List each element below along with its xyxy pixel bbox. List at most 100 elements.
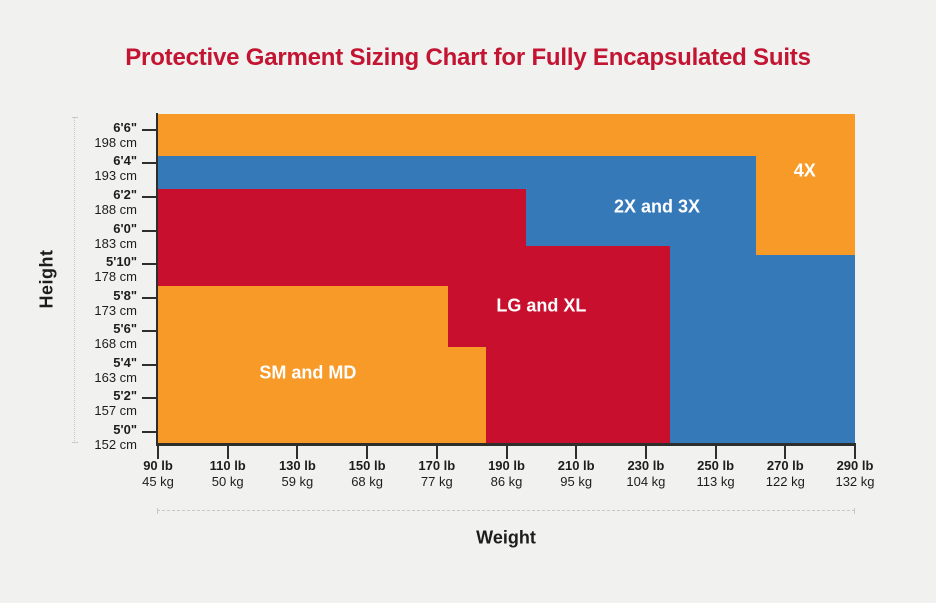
x-tick-kg: 104 kg (626, 474, 666, 489)
x-tick-label: 270 lb 122 kg (747, 458, 823, 490)
y-tick-label: 6'2" 188 cm (52, 187, 137, 217)
region-label-sm-md: SM and MD (259, 362, 357, 383)
x-tick-lb: 210 lb (557, 458, 595, 473)
x-tick-label: 290 lb 132 kg (817, 458, 893, 490)
plot-area: 4X 2X and 3X LG and XL SM and MD 6'6" 198 cm… (94, 113, 875, 489)
x-tick-mark (575, 446, 578, 459)
y-tick-mark (142, 397, 156, 400)
region-lg-xl (526, 246, 671, 444)
x-tick-label: 190 lb 86 kg (469, 458, 545, 490)
y-tick-mark (142, 229, 156, 232)
y-tick-feet-inches: 5'0" (113, 421, 137, 437)
y-tick-cm: 198 cm (94, 134, 137, 150)
y-tick-cm: 183 cm (94, 235, 137, 251)
x-tick-kg: 45 kg (142, 474, 174, 489)
x-tick-kg: 113 kg (696, 474, 735, 489)
x-tick-kg: 68 kg (351, 474, 383, 489)
region-sm-md (158, 346, 487, 444)
y-tick-feet-inches: 6'6" (113, 119, 137, 135)
region-4x (756, 155, 855, 255)
y-tick-feet-inches: 6'4" (113, 153, 137, 169)
x-axis-title: Weight (476, 527, 536, 548)
y-tick-cm: 188 cm (94, 201, 137, 217)
y-tick-feet-inches: 6'2" (113, 186, 137, 202)
y-tick-feet-inches: 5'6" (113, 321, 137, 337)
x-tick-mark (714, 446, 717, 459)
y-tick-feet-inches: 5'4" (113, 354, 137, 370)
y-tick-cm: 163 cm (94, 369, 137, 385)
x-tick-label: 90 lb 45 kg (120, 458, 196, 490)
region-label-4x: 4X (793, 160, 816, 181)
x-tick-kg: 132 kg (835, 474, 875, 489)
y-tick-mark (142, 430, 156, 433)
y-tick-feet-inches: 6'0" (113, 220, 137, 236)
y-tick-label: 6'0" 183 cm (52, 221, 137, 251)
y-tick-mark (142, 296, 156, 299)
x-tick-kg: 50 kg (211, 474, 244, 489)
y-tick-mark (142, 263, 156, 266)
x-axis-line (156, 443, 856, 446)
x-tick-mark (226, 446, 229, 459)
x-tick-mark (644, 446, 647, 459)
x-tick-lb: 250 lb (697, 458, 735, 473)
x-tick-kg: 95 kg (560, 474, 593, 489)
x-tick-kg: 86 kg (490, 474, 523, 489)
x-tick-lb: 190 lb (488, 458, 525, 473)
height-extent-guide-line (72, 117, 78, 443)
y-tick-feet-inches: 5'8" (113, 287, 137, 303)
x-tick-lb: 90 lb (143, 458, 173, 473)
y-tick-label: 6'4" 193 cm (52, 153, 137, 183)
x-tick-mark (157, 446, 159, 459)
y-tick-mark (142, 330, 156, 333)
x-tick-label: 250 lb 113 kg (678, 458, 754, 490)
x-tick-kg: 122 kg (765, 474, 805, 489)
y-tick-label: 6'6" 198 cm (52, 120, 137, 150)
page-title: Protective Garment Sizing Chart for Full… (125, 44, 811, 71)
x-tick-lb: 130 lb (278, 458, 316, 473)
x-tick-lb: 230 lb (627, 458, 665, 473)
region-label-lg-xl: LG and XL (496, 295, 587, 316)
y-tick-cm: 178 cm (94, 269, 137, 285)
x-tick-mark (435, 446, 438, 459)
region-label-2x-3x: 2X and 3X (614, 196, 701, 217)
y-tick-cm: 157 cm (94, 403, 137, 419)
y-tick-mark (142, 162, 156, 165)
y-tick-mark (142, 128, 156, 131)
x-tick-label: 150 lb 68 kg (329, 458, 405, 490)
y-tick-label: 5'2" 157 cm (52, 388, 137, 418)
x-tick-lb: 270 lb (766, 458, 804, 473)
y-axis-line (156, 113, 158, 446)
x-tick-label: 130 lb 59 kg (259, 458, 335, 490)
x-tick-kg: 77 kg (420, 474, 453, 489)
x-tick-lb: 150 lb (348, 458, 386, 473)
x-tick-kg: 59 kg (281, 474, 314, 489)
x-tick-lb: 290 lb (836, 458, 874, 473)
weight-extent-guide-line (157, 508, 855, 514)
x-tick-lb: 110 lb (209, 458, 246, 473)
x-tick-mark (505, 446, 508, 459)
y-tick-feet-inches: 5'10" (106, 254, 137, 270)
y-tick-cm: 193 cm (94, 168, 137, 184)
x-tick-label: 110 lb 50 kg (190, 458, 266, 490)
y-tick-label: 5'4" 163 cm (52, 355, 137, 385)
y-tick-label: 5'10" 178 cm (52, 254, 137, 284)
x-tick-mark (296, 446, 299, 459)
x-tick-mark (854, 446, 856, 459)
y-tick-cm: 173 cm (94, 302, 137, 318)
y-tick-mark (142, 195, 156, 198)
x-tick-label: 210 lb 95 kg (538, 458, 614, 490)
x-tick-mark (784, 446, 787, 459)
x-tick-label: 230 lb 104 kg (608, 458, 684, 490)
y-tick-feet-inches: 5'2" (113, 388, 137, 404)
y-tick-label: 5'0" 152 cm (52, 422, 137, 452)
x-tick-lb: 170 lb (418, 458, 456, 473)
y-tick-cm: 152 cm (94, 436, 137, 452)
region-4x (158, 114, 855, 156)
x-tick-label: 170 lb 77 kg (399, 458, 475, 490)
y-tick-label: 5'6" 168 cm (52, 321, 137, 351)
y-tick-cm: 168 cm (94, 336, 137, 352)
y-tick-label: 5'8" 173 cm (52, 288, 137, 318)
x-tick-mark (366, 446, 369, 459)
y-tick-mark (142, 363, 156, 366)
